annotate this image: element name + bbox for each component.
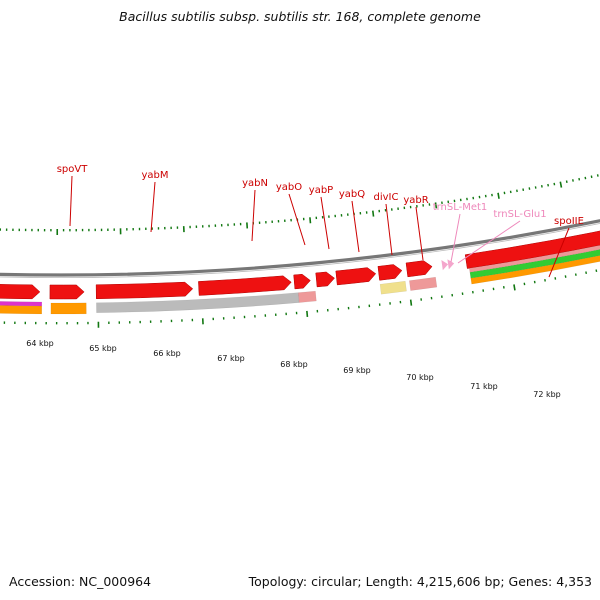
kbp-label: 70 kbp: [406, 373, 434, 382]
leader-line: [150, 181, 156, 233]
accession-text: Accession: NC_000964: [9, 574, 152, 589]
upper-tick-row: [3, 269, 598, 328]
kbp-label: 71 kbp: [470, 382, 498, 391]
leader-line: [351, 200, 360, 253]
gene-label-trnsl-met1: trnSL-Met1: [433, 202, 488, 213]
genome-title: Bacillus subtilis subsp. subtilis str. 1…: [119, 9, 481, 24]
kbp-label: 65 kbp: [89, 344, 117, 353]
lower-tick-major: [559, 181, 563, 188]
lower-tick-row: [0, 174, 599, 235]
cds-arrow: [405, 260, 433, 278]
kbp-label: 69 kbp: [343, 366, 371, 375]
leader-line: [69, 175, 73, 227]
leader-line: [288, 193, 306, 246]
kbp-label: 67 kbp: [217, 354, 245, 363]
cds-arrow: [293, 273, 311, 290]
trna-arrow: [447, 259, 455, 270]
kbp-label: 64 kbp: [26, 339, 54, 348]
leader-line: [548, 227, 570, 278]
gene-label-yabq: yabQ: [339, 189, 365, 200]
label-leader-lines: [69, 175, 570, 278]
pink-feature: [469, 244, 600, 273]
magenta-feature: [0, 301, 43, 307]
genome-backbone: [0, 219, 600, 278]
genome-summary: Topology: circular; Length: 4,215,606 bp…: [248, 574, 592, 589]
trna-arrow: [441, 260, 449, 271]
gene-label-yabp: yabP: [309, 185, 333, 196]
upper-tick-major: [513, 284, 516, 291]
orange-feature: [0, 305, 43, 315]
lower-tick-major: [372, 210, 375, 217]
pink-feature: [409, 276, 438, 291]
leader-line: [385, 203, 393, 256]
gene-label-spovt: spoVT: [57, 164, 89, 175]
backbone-line: [0, 219, 600, 277]
gene-label-trnsl-glu1: trnSL-Glu1: [493, 209, 546, 220]
pink-feature: [298, 290, 317, 303]
grey-feature: [96, 292, 300, 313]
gene-label-divic: divIC: [374, 192, 399, 203]
leader-line: [457, 220, 521, 264]
gene-label-yabn: yabN: [242, 178, 268, 189]
gene-label-yabr: yabR: [403, 195, 428, 206]
leader-line: [450, 213, 461, 263]
cds-arrow: [49, 284, 85, 300]
lower-tick-major: [309, 217, 312, 224]
upper-tick-major: [409, 299, 413, 306]
kbp-label-group: 64 kbp 65 kbp 66 kbp 67 kbp 68 kbp 69 kbp 70 k…: [26, 339, 561, 399]
kbp-label: 68 kbp: [280, 360, 308, 369]
cds-arrow: [377, 264, 403, 281]
leader-line: [320, 196, 330, 250]
lower-tick-major: [434, 202, 438, 209]
cds-arrow: [464, 230, 600, 269]
cds-arrow: [0, 284, 41, 300]
leader-line: [415, 206, 424, 261]
gene-label-spoiie: spoIIE: [554, 216, 584, 227]
cds-arrow: [315, 271, 335, 288]
cds-arrow: [198, 275, 292, 296]
orange-feature: [50, 302, 87, 315]
cds-arrow: [95, 281, 194, 300]
upper-tick-major: [306, 310, 309, 317]
gene-label-yabo: yabO: [276, 182, 302, 193]
yellow-feature: [379, 280, 407, 295]
kbp-label: 72 kbp: [533, 390, 561, 399]
lower-tick-major: [497, 192, 500, 199]
cds-arrow: [335, 267, 377, 286]
feature-tracks: [0, 230, 600, 315]
gene-label-group: spoVT yabM yabN yabO yabP yabQ divIC yabR trnSL-…: [57, 164, 584, 227]
kbp-label: 66 kbp: [153, 349, 181, 358]
gene-label-yabm: yabM: [141, 170, 168, 181]
leader-line: [251, 189, 256, 242]
backbone-highlight: [0, 222, 600, 278]
